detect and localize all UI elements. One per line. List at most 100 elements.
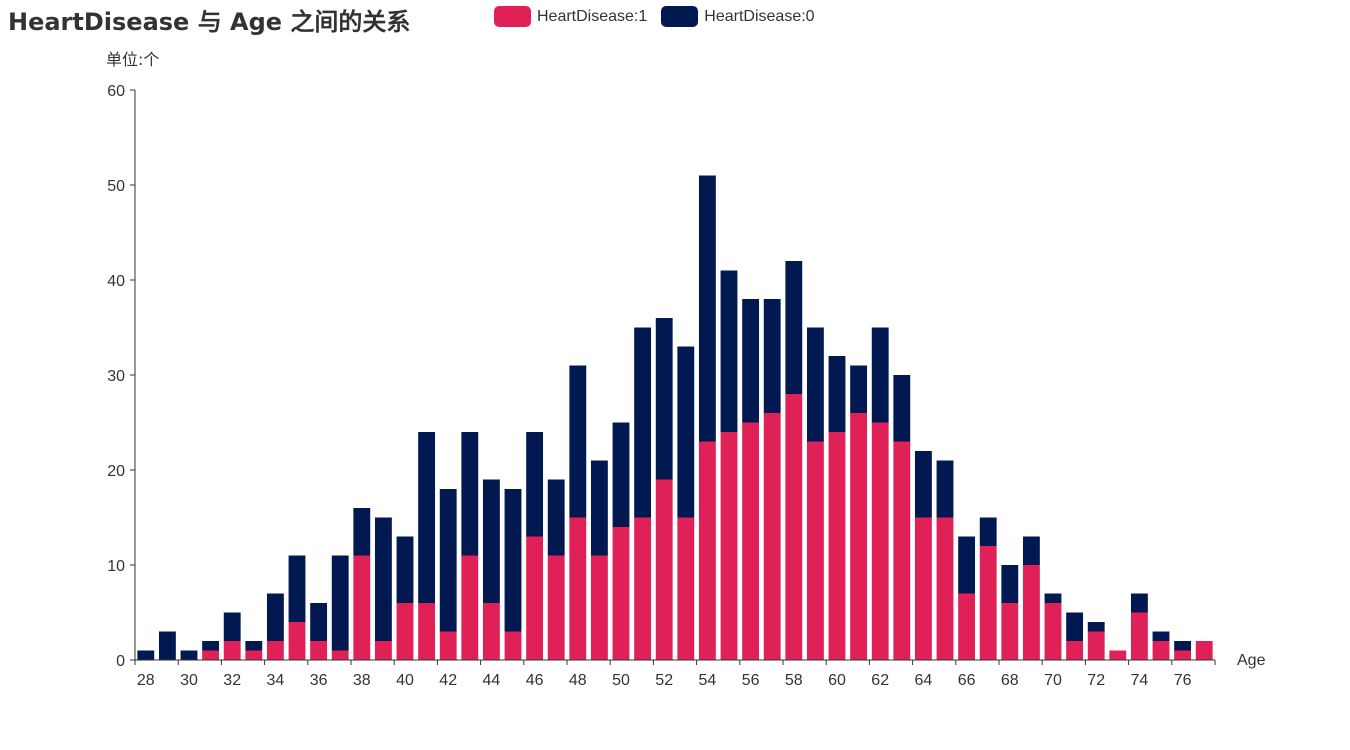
bar-heartdisease-0-age-36[interactable] (310, 603, 328, 641)
bar-heartdisease-1-age-65[interactable] (936, 517, 954, 661)
bar-heartdisease-1-age-68[interactable] (1001, 603, 1019, 660)
bar-heartdisease-1-age-62[interactable] (871, 422, 889, 661)
bar-heartdisease-1-age-67[interactable] (979, 546, 997, 660)
bar-heartdisease-0-age-54[interactable] (698, 175, 716, 442)
bar-heartdisease-1-age-60[interactable] (828, 432, 846, 660)
bar-heartdisease-0-age-28[interactable] (137, 650, 155, 661)
bar-heartdisease-1-age-46[interactable] (526, 536, 544, 661)
bar-heartdisease-0-age-58[interactable] (785, 261, 803, 394)
bar-heartdisease-1-age-39[interactable] (374, 641, 392, 660)
bar-heartdisease-1-age-55[interactable] (720, 432, 738, 660)
bar-heartdisease-0-age-50[interactable] (612, 422, 630, 528)
bar-heartdisease-0-age-33[interactable] (245, 641, 263, 651)
x-tick-label: 66 (958, 672, 976, 689)
bar-heartdisease-0-age-47[interactable] (547, 479, 565, 556)
bar-heartdisease-0-age-37[interactable] (331, 555, 349, 651)
bar-heartdisease-1-age-51[interactable] (634, 517, 652, 661)
bar-heartdisease-0-age-35[interactable] (288, 555, 306, 623)
bar-heartdisease-1-age-33[interactable] (245, 650, 263, 661)
bar-heartdisease-1-age-56[interactable] (742, 422, 760, 661)
legend-item-heartdisease-1[interactable]: HeartDisease:1 (494, 6, 647, 27)
bar-heartdisease-1-age-50[interactable] (612, 527, 630, 660)
bar-heartdisease-0-age-32[interactable] (223, 612, 241, 642)
bar-heartdisease-1-age-69[interactable] (1022, 565, 1040, 660)
bar-heartdisease-0-age-70[interactable] (1044, 593, 1062, 604)
bar-heartdisease-1-age-73[interactable] (1109, 650, 1127, 661)
bar-heartdisease-0-age-69[interactable] (1022, 536, 1040, 566)
bar-heartdisease-1-age-41[interactable] (418, 603, 436, 660)
y-axis-unit-label: 单位:个 (106, 50, 160, 69)
bar-heartdisease-1-age-47[interactable] (547, 555, 565, 661)
bar-heartdisease-1-age-43[interactable] (461, 555, 479, 661)
bar-heartdisease-0-age-52[interactable] (655, 318, 673, 480)
bar-heartdisease-1-age-48[interactable] (569, 517, 587, 661)
bar-heartdisease-0-age-63[interactable] (893, 375, 911, 442)
bar-heartdisease-0-age-48[interactable] (569, 365, 587, 518)
bar-heartdisease-1-age-63[interactable] (893, 441, 911, 661)
bar-heartdisease-1-age-57[interactable] (763, 413, 781, 660)
bar-heartdisease-0-age-31[interactable] (202, 641, 220, 651)
bar-heartdisease-0-age-66[interactable] (958, 536, 976, 594)
bar-heartdisease-0-age-68[interactable] (1001, 565, 1019, 603)
bar-heartdisease-0-age-67[interactable] (979, 517, 997, 547)
bar-heartdisease-0-age-45[interactable] (504, 489, 522, 632)
bar-heartdisease-1-age-31[interactable] (202, 650, 220, 661)
bar-heartdisease-0-age-65[interactable] (936, 460, 954, 518)
bar-heartdisease-1-age-75[interactable] (1152, 641, 1170, 660)
bar-heartdisease-0-age-64[interactable] (914, 451, 932, 518)
bar-heartdisease-0-age-34[interactable] (266, 593, 284, 642)
bar-heartdisease-0-age-43[interactable] (461, 432, 479, 556)
bar-heartdisease-1-age-70[interactable] (1044, 603, 1062, 660)
bars-group (137, 175, 1213, 661)
bar-heartdisease-0-age-40[interactable] (396, 536, 414, 604)
legend-item-heartdisease-0[interactable]: HeartDisease:0 (661, 6, 815, 27)
bar-heartdisease-0-age-57[interactable] (763, 299, 781, 413)
bar-heartdisease-1-age-34[interactable] (266, 641, 284, 660)
bar-heartdisease-0-age-55[interactable] (720, 270, 738, 433)
bar-heartdisease-1-age-45[interactable] (504, 631, 522, 661)
bar-heartdisease-1-age-35[interactable] (288, 622, 306, 660)
bar-heartdisease-1-age-53[interactable] (677, 517, 695, 661)
bar-heartdisease-1-age-58[interactable] (785, 394, 803, 660)
bar-heartdisease-0-age-71[interactable] (1066, 612, 1084, 642)
bar-heartdisease-0-age-46[interactable] (526, 432, 544, 537)
bar-heartdisease-1-age-40[interactable] (396, 603, 414, 660)
bar-heartdisease-1-age-49[interactable] (590, 555, 608, 661)
bar-heartdisease-0-age-51[interactable] (634, 327, 652, 518)
bar-heartdisease-1-age-59[interactable] (806, 441, 824, 661)
bar-heartdisease-1-age-37[interactable] (331, 650, 349, 661)
bar-heartdisease-0-age-49[interactable] (590, 460, 608, 556)
bar-heartdisease-0-age-38[interactable] (353, 508, 371, 556)
bar-heartdisease-1-age-74[interactable] (1130, 612, 1148, 661)
bar-heartdisease-1-age-38[interactable] (353, 555, 371, 661)
bar-heartdisease-0-age-59[interactable] (806, 327, 824, 442)
bar-heartdisease-0-age-56[interactable] (742, 299, 760, 423)
bar-heartdisease-1-age-44[interactable] (482, 603, 500, 660)
bar-heartdisease-0-age-72[interactable] (1087, 622, 1105, 632)
bar-heartdisease-0-age-62[interactable] (871, 327, 889, 423)
bar-heartdisease-1-age-42[interactable] (439, 631, 457, 661)
bar-heartdisease-1-age-64[interactable] (914, 517, 932, 661)
bar-heartdisease-1-age-36[interactable] (310, 641, 328, 660)
bar-heartdisease-1-age-66[interactable] (958, 593, 976, 661)
bar-heartdisease-0-age-61[interactable] (850, 365, 868, 414)
bar-heartdisease-1-age-76[interactable] (1174, 650, 1192, 661)
bar-heartdisease-0-age-76[interactable] (1174, 641, 1192, 651)
bar-heartdisease-1-age-32[interactable] (223, 641, 241, 660)
bar-heartdisease-0-age-30[interactable] (180, 650, 198, 661)
bar-heartdisease-0-age-53[interactable] (677, 346, 695, 518)
bar-heartdisease-0-age-75[interactable] (1152, 631, 1170, 642)
bar-heartdisease-1-age-72[interactable] (1087, 631, 1105, 661)
bar-heartdisease-0-age-60[interactable] (828, 356, 846, 432)
bar-heartdisease-0-age-41[interactable] (418, 432, 436, 603)
bar-heartdisease-1-age-54[interactable] (698, 441, 716, 661)
bar-heartdisease-1-age-71[interactable] (1066, 641, 1084, 660)
bar-heartdisease-0-age-42[interactable] (439, 489, 457, 632)
bar-heartdisease-0-age-74[interactable] (1130, 593, 1148, 613)
bar-heartdisease-1-age-52[interactable] (655, 479, 673, 661)
bar-heartdisease-1-age-77[interactable] (1195, 641, 1213, 660)
bar-heartdisease-0-age-44[interactable] (482, 479, 500, 604)
bar-heartdisease-0-age-39[interactable] (374, 517, 392, 642)
bar-heartdisease-0-age-29[interactable] (158, 631, 176, 661)
bar-heartdisease-1-age-61[interactable] (850, 413, 868, 660)
